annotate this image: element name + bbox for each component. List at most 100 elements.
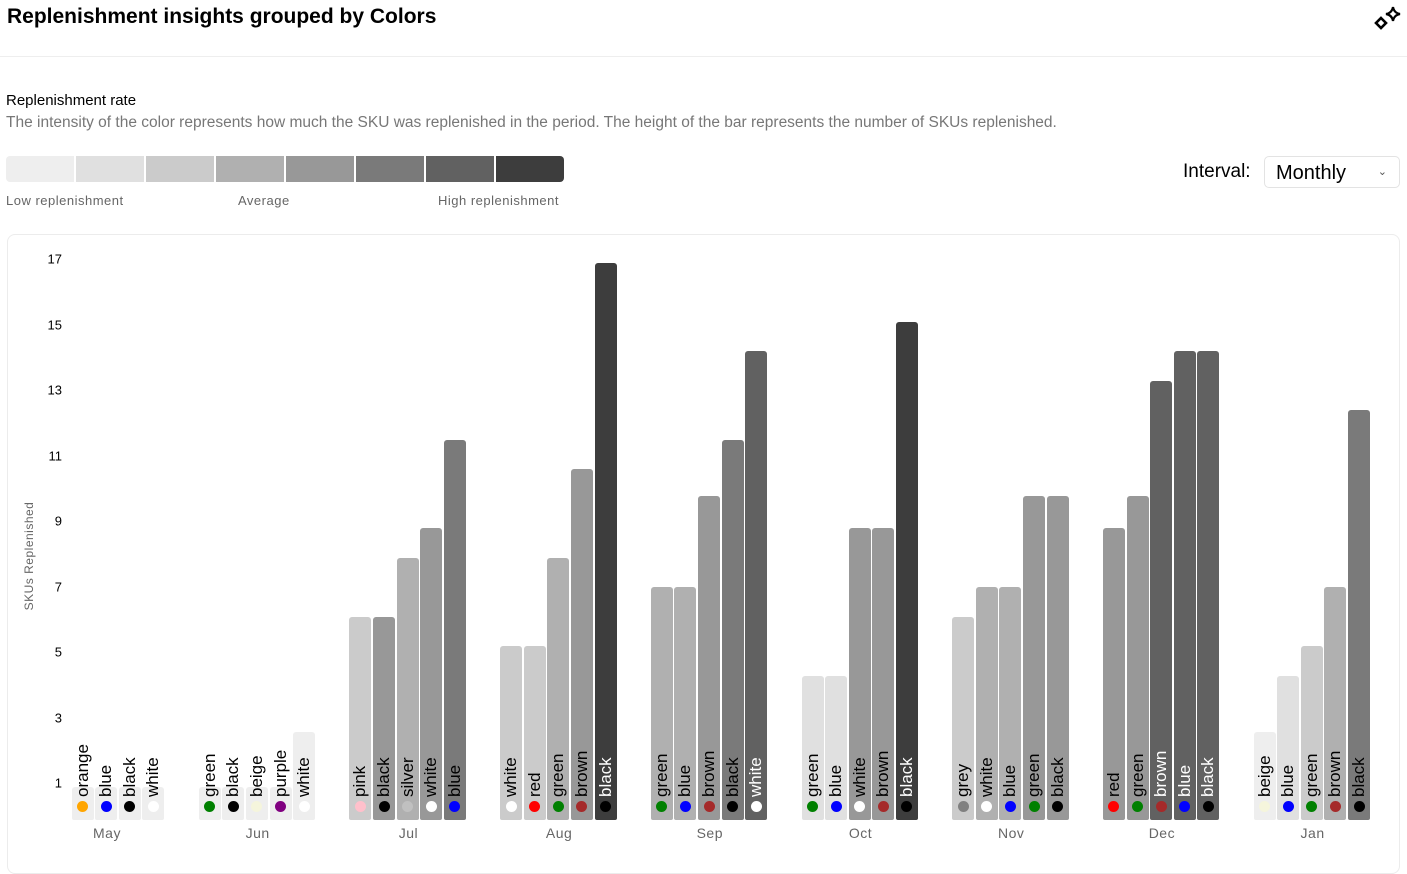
color-swatch-dot	[505, 801, 517, 812]
legend-swatch	[6, 156, 74, 182]
bar-dec-red	[1102, 528, 1125, 820]
color-swatch-dot	[750, 801, 762, 812]
page-title: Replenishment insights grouped by Colors	[7, 5, 437, 28]
bar-oct-green	[801, 675, 824, 820]
color-swatch-dot	[449, 801, 461, 812]
bar-label: green	[548, 753, 568, 797]
bar-label: brown	[1151, 750, 1171, 797]
bar-label: black	[223, 757, 243, 797]
x-tick-label: Jun	[245, 825, 270, 841]
bar-label: brown	[873, 750, 893, 797]
color-swatch-dot	[227, 801, 239, 812]
bar-oct-black	[895, 321, 918, 820]
color-swatch-dot	[1202, 801, 1214, 812]
bar-label: black	[722, 757, 742, 797]
bar-label: black	[1198, 757, 1218, 797]
bar-dec-black	[1197, 351, 1220, 820]
bar-label: brown	[1325, 750, 1345, 797]
x-tick-label: Jan	[1300, 825, 1325, 841]
color-swatch-dot	[854, 801, 866, 812]
bar-label: red	[1103, 772, 1123, 797]
bar-jan-black	[1348, 410, 1370, 820]
bar-label: white	[849, 757, 869, 797]
bar-nov-grey	[952, 616, 975, 820]
y-tick-label: 13	[47, 382, 62, 398]
interval-select[interactable]: Monthly ⌄	[1264, 156, 1400, 188]
y-tick-label: 3	[54, 710, 62, 726]
x-tick-label: Nov	[997, 825, 1025, 841]
legend-swatch	[356, 156, 424, 182]
color-swatch-dot	[552, 801, 564, 812]
bar-jul-blue	[443, 439, 466, 820]
color-swatch-dot	[727, 801, 739, 812]
color-swatch-dot	[1108, 801, 1120, 812]
bar-jan-green	[1300, 646, 1323, 820]
interval-value: Monthly	[1276, 162, 1347, 184]
bar-aug-black	[594, 263, 617, 820]
bar-label: green	[199, 753, 219, 797]
bar-label: green	[651, 753, 671, 797]
color-swatch-dot	[1282, 801, 1294, 812]
bar-label: white	[421, 757, 441, 797]
legend-high-label: High replenishment	[438, 193, 560, 208]
bar-sep-white	[745, 351, 768, 820]
bar-oct-brown	[872, 528, 895, 820]
bar-label: black	[595, 757, 615, 797]
color-swatch-dot	[402, 801, 414, 812]
bar-label: white	[746, 757, 766, 797]
bar-label: blue	[96, 764, 116, 797]
bar-label: green	[1024, 753, 1043, 797]
bar-label: white	[294, 757, 314, 797]
color-swatch-dot	[703, 801, 715, 812]
color-swatch-dot	[830, 801, 842, 812]
color-swatch-dot	[1306, 801, 1318, 812]
color-swatch-dot	[251, 801, 263, 812]
color-swatch-dot	[901, 801, 913, 812]
section-title: Replenishment rate	[6, 92, 137, 109]
legend-average-label: Average	[238, 193, 290, 208]
bar-aug-white	[500, 646, 523, 820]
color-swatch-dot	[957, 801, 969, 812]
bar-label: brown	[699, 750, 718, 797]
color-swatch-dot	[877, 801, 889, 812]
color-swatch-dot	[124, 801, 136, 812]
bar-label: white	[143, 757, 163, 797]
color-swatch-dot	[576, 801, 588, 812]
color-swatch-dot	[1052, 801, 1064, 812]
bar-label: red	[524, 772, 544, 797]
bar-label: orange	[72, 744, 92, 797]
color-swatch-dot	[1155, 801, 1167, 812]
color-swatch-dot	[807, 801, 818, 812]
y-tick-label: 11	[48, 448, 63, 464]
legend-swatch	[76, 156, 144, 182]
bar-nov-black	[1046, 495, 1069, 820]
intensity-legend	[6, 156, 564, 182]
y-tick-label: 9	[54, 513, 62, 529]
bar-label: blue	[444, 764, 464, 797]
bar-sep-brown	[698, 495, 720, 820]
bar-aug-red	[523, 646, 546, 820]
bar-label: blue	[1174, 764, 1194, 797]
x-tick-label: Oct	[848, 825, 873, 841]
x-tick-label: Dec	[1148, 825, 1176, 841]
bar-label: blue	[826, 764, 846, 797]
color-swatch-dot	[1004, 801, 1016, 812]
legend-swatch	[286, 156, 354, 182]
bar-sep-black	[721, 439, 744, 820]
color-swatch-dot	[1353, 801, 1365, 812]
bar-label: pink	[350, 765, 370, 797]
bar-label: green	[1301, 753, 1321, 797]
bar-aug-brown	[570, 469, 593, 820]
color-swatch-dot	[100, 801, 112, 812]
color-swatch-dot	[600, 801, 611, 812]
bar-jul-white	[420, 528, 443, 820]
bar-label: purple	[270, 749, 290, 797]
bar-label: green	[1127, 753, 1147, 797]
bar-label: brown	[571, 750, 591, 797]
color-swatch-dot	[147, 801, 159, 812]
legend-swatch	[496, 156, 564, 182]
bar-dec-green	[1126, 495, 1149, 820]
x-tick-label: May	[93, 825, 121, 841]
sparkle-icon[interactable]	[1372, 4, 1404, 36]
color-swatch-dot	[1329, 801, 1341, 812]
